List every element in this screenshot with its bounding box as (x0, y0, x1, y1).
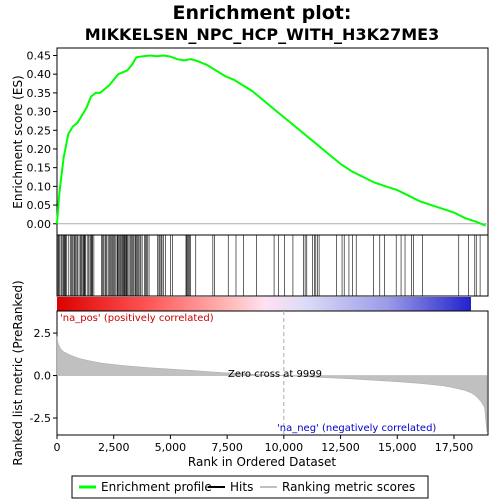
rank-color-bar (57, 297, 471, 311)
legend-enrichment-label: Enrichment profile (101, 480, 212, 494)
x-tick-label: 10,000 (265, 441, 304, 454)
es-ytick-label: 0.45 (27, 49, 52, 62)
legend: Enrichment profile Hits Ranking metric s… (71, 475, 429, 499)
x-axis: 0 2,500 5,000 7,500 10,000 12,500 15,000 17,500 (54, 435, 474, 454)
legend-metric-label: Ranking metric scores (282, 480, 415, 494)
es-ytick-label: 0.15 (27, 162, 52, 175)
legend-hits-label: Hits (230, 480, 253, 494)
x-axis-label: Rank in Ordered Dataset (188, 455, 336, 469)
x-tick-label: 12,500 (321, 441, 360, 454)
negative-label: 'na_neg' (negatively correlated) (277, 423, 436, 434)
x-tick-label: 2,500 (98, 441, 130, 454)
x-tick-label: 15,000 (378, 441, 417, 454)
metric-ytick-label: 2.5 (34, 327, 52, 340)
x-tick-label: 17,500 (435, 441, 474, 454)
x-tick-label: 0 (54, 441, 61, 454)
es-ytick-label: 0.40 (27, 68, 52, 81)
hits-panel-frame (56, 234, 489, 297)
es-ytick-label: 0.35 (27, 87, 52, 100)
es-ytick-label: 0.00 (27, 218, 52, 231)
hits-panel (56, 234, 489, 297)
metric-panel: 2.5 0.0 -2.5 Zero cross at 9999 'na_pos' (… (30, 310, 489, 436)
es-panel: 0.00 0.05 0.10 0.15 0.20 0.25 0.30 0.35 0.40 0.45 (27, 47, 489, 236)
es-ytick-label: 0.20 (27, 143, 52, 156)
chart-subtitle: MIKKELSEN_NPC_HCP_WITH_H3K27ME3 (85, 25, 439, 44)
metric-ytick-label: -2.5 (30, 412, 51, 425)
chart-title: Enrichment plot: (173, 2, 352, 24)
metric-ytick-label: 0.0 (34, 370, 52, 383)
es-panel-frame (56, 47, 489, 236)
es-ytick-label: 0.25 (27, 124, 52, 137)
x-tick-label: 7,500 (211, 441, 243, 454)
es-ylabel: Enrichment score (ES) (11, 75, 25, 208)
positive-label: 'na_pos' (positively correlated) (60, 313, 214, 324)
es-ytick-label: 0.10 (27, 180, 52, 193)
metric-ylabel: Ranked list metric (PreRanked) (11, 280, 25, 465)
es-ytick-label: 0.30 (27, 106, 52, 119)
es-ytick-label: 0.05 (27, 199, 52, 212)
legend-box (71, 475, 429, 499)
zero-cross-label: Zero cross at 9999 (228, 369, 322, 380)
x-tick-label: 5,000 (155, 441, 187, 454)
enrichment-profile-line (56, 54, 487, 227)
